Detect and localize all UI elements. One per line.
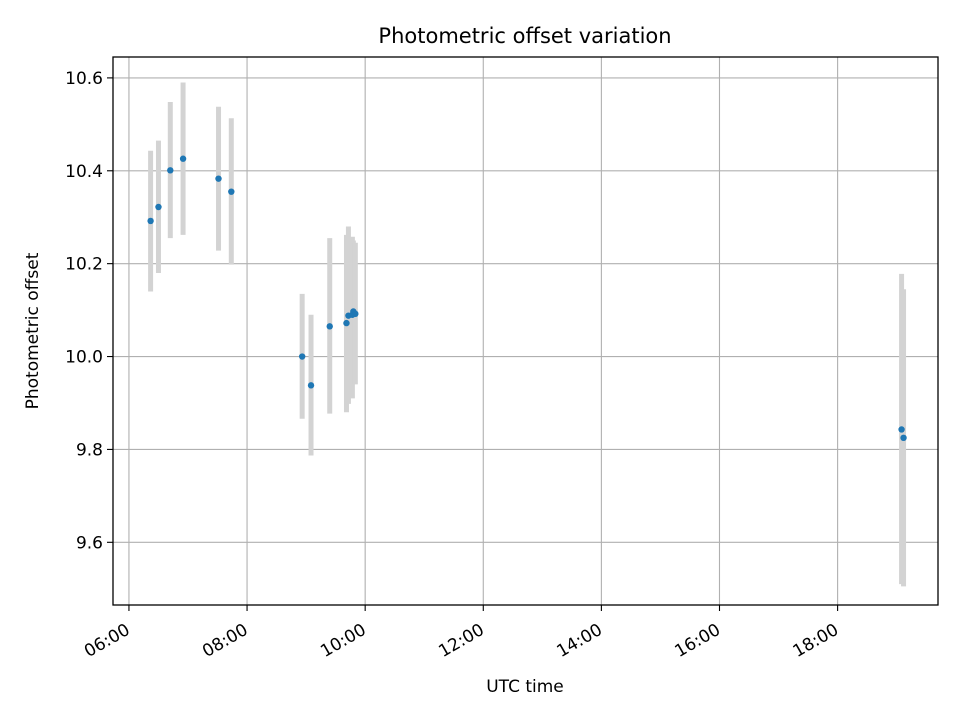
- y-tick-label: 9.8: [76, 440, 103, 460]
- x-axis-label: UTC time: [486, 677, 564, 697]
- y-axis-ticks: 9.6 9.8 10.0 10.2 10.4 10.6: [65, 69, 113, 553]
- data-point: [900, 434, 907, 442]
- data-point: [898, 426, 905, 433]
- data-point: [179, 155, 187, 162]
- data-point: [352, 310, 359, 318]
- y-tick-label: 10.4: [65, 162, 103, 182]
- y-tick-label: 10.2: [65, 255, 103, 275]
- y-tick-label: 9.6: [76, 533, 103, 553]
- data-points: [147, 155, 907, 442]
- y-axis-label: Photometric offset: [23, 252, 43, 409]
- data-point: [326, 323, 333, 330]
- y-tick-label: 10.6: [65, 69, 103, 89]
- plot-area-frame: [112, 56, 939, 606]
- data-point: [298, 353, 306, 360]
- data-point: [155, 203, 162, 211]
- y-tick-label: 10.0: [65, 348, 103, 368]
- data-point: [343, 319, 350, 327]
- grid: [113, 57, 938, 605]
- data-point: [307, 382, 315, 389]
- data-point: [215, 175, 222, 182]
- chart-title: Photometric offset variation: [378, 24, 671, 48]
- data-point: [147, 217, 154, 225]
- data-point: [228, 188, 235, 195]
- data-point: [167, 167, 174, 174]
